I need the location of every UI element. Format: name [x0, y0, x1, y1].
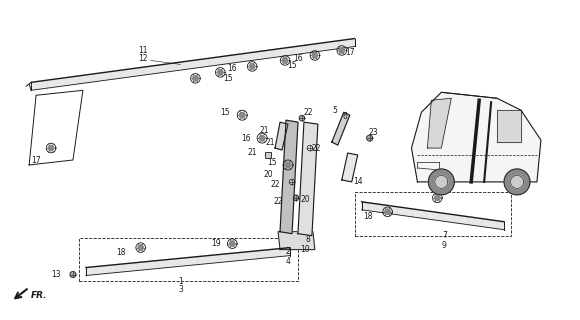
Polygon shape [293, 195, 299, 201]
Text: 19: 19 [440, 188, 449, 196]
Text: 10: 10 [300, 245, 310, 254]
Text: 17: 17 [31, 156, 41, 164]
Polygon shape [285, 162, 291, 168]
Polygon shape [289, 179, 295, 185]
Polygon shape [339, 48, 345, 53]
Text: 16: 16 [241, 133, 251, 143]
Polygon shape [275, 122, 288, 150]
Polygon shape [278, 232, 315, 250]
Text: 20: 20 [300, 195, 310, 204]
Polygon shape [298, 122, 318, 236]
Polygon shape [249, 64, 255, 69]
Polygon shape [342, 153, 358, 182]
Polygon shape [259, 135, 265, 141]
Text: 18: 18 [116, 248, 125, 257]
Text: 11: 11 [138, 46, 147, 55]
Text: 22: 22 [311, 144, 321, 153]
Text: 15: 15 [220, 108, 230, 117]
Text: 7: 7 [442, 231, 447, 240]
Text: 16: 16 [293, 54, 303, 63]
Polygon shape [299, 116, 305, 121]
Polygon shape [435, 195, 440, 200]
Text: 14: 14 [353, 177, 362, 187]
Polygon shape [435, 175, 448, 188]
Text: 22: 22 [303, 108, 313, 117]
Text: 15: 15 [223, 74, 233, 83]
Text: 6: 6 [342, 112, 347, 121]
Polygon shape [86, 248, 290, 276]
Polygon shape [138, 245, 143, 250]
Polygon shape [265, 152, 271, 158]
Text: 2: 2 [285, 247, 291, 256]
Polygon shape [48, 145, 54, 151]
Text: 21: 21 [248, 148, 257, 156]
Polygon shape [218, 70, 223, 75]
Polygon shape [429, 169, 454, 195]
Text: 8: 8 [306, 235, 310, 244]
Text: 20: 20 [263, 171, 273, 180]
Polygon shape [70, 271, 76, 277]
Polygon shape [367, 135, 372, 141]
Text: 15: 15 [267, 158, 277, 167]
Text: 16: 16 [227, 64, 237, 73]
Text: 13: 13 [51, 270, 61, 279]
Text: 22: 22 [270, 180, 280, 189]
Text: 19: 19 [212, 239, 221, 248]
Polygon shape [280, 120, 298, 234]
Text: 5: 5 [332, 106, 337, 115]
Polygon shape [510, 175, 524, 188]
Text: 18: 18 [363, 212, 372, 221]
Text: 21: 21 [265, 138, 275, 147]
Polygon shape [282, 58, 288, 63]
Polygon shape [362, 202, 504, 230]
Polygon shape [332, 112, 350, 145]
Text: FR.: FR. [31, 291, 48, 300]
Polygon shape [193, 76, 198, 81]
Polygon shape [240, 112, 245, 118]
Polygon shape [385, 209, 390, 214]
Text: 4: 4 [285, 257, 291, 266]
Polygon shape [31, 38, 355, 90]
Polygon shape [411, 92, 541, 182]
Text: 22: 22 [273, 197, 283, 206]
Polygon shape [312, 53, 317, 58]
Text: 23: 23 [369, 128, 378, 137]
Polygon shape [230, 241, 235, 246]
Polygon shape [504, 169, 530, 195]
Text: 21: 21 [259, 126, 269, 135]
Polygon shape [427, 98, 451, 148]
Polygon shape [307, 145, 313, 151]
Text: 12: 12 [138, 54, 147, 63]
Text: 17: 17 [345, 48, 354, 57]
Text: 9: 9 [442, 241, 447, 250]
Text: 15: 15 [287, 61, 297, 70]
Polygon shape [497, 110, 521, 142]
Text: 3: 3 [178, 285, 183, 294]
Text: 1: 1 [178, 277, 183, 286]
